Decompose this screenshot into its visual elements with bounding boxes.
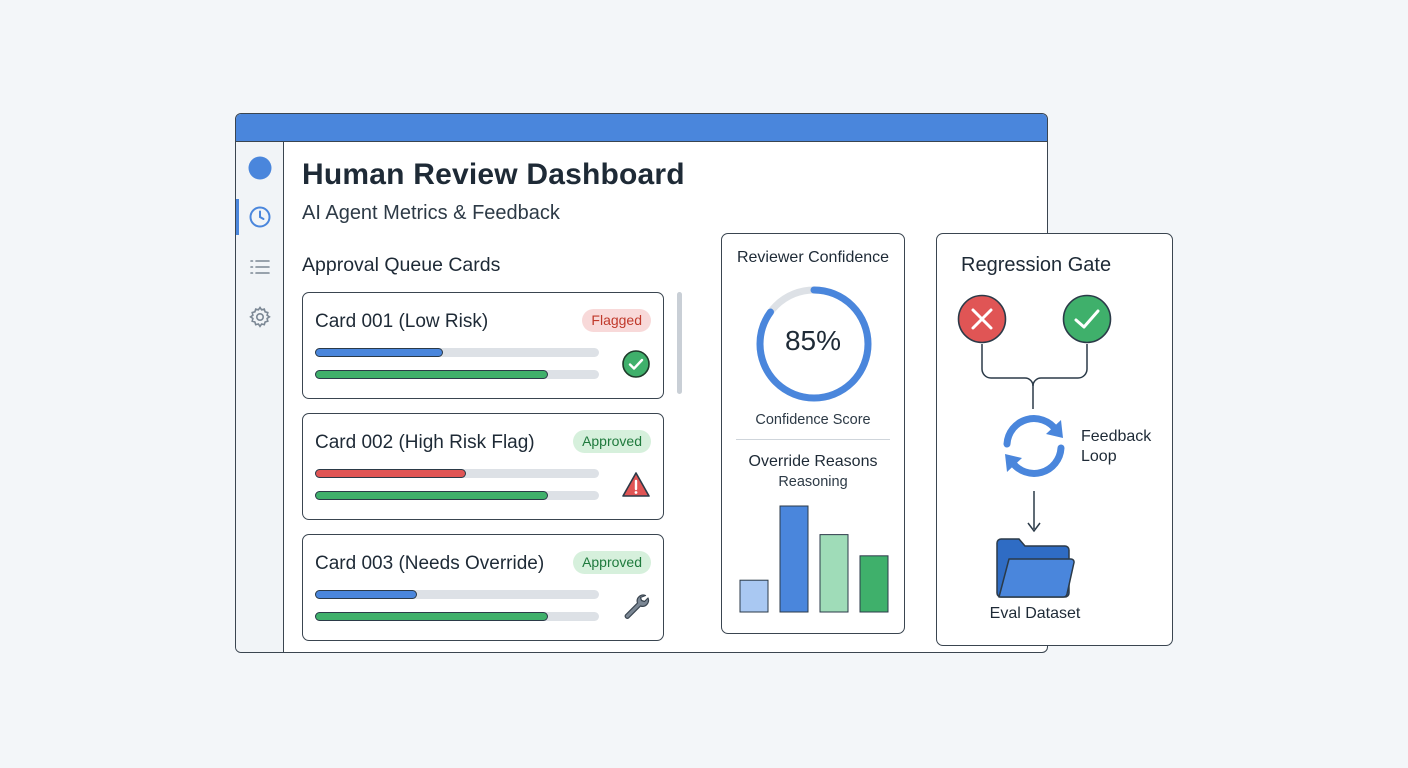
queue-card[interactable]: Card 003 (Needs Override) Approved [302,534,664,641]
eval-dataset-label: Eval Dataset [989,605,1081,622]
sidebar [236,142,284,652]
reviewer-confidence-title: Reviewer Confidence [736,249,890,266]
clock-icon [249,206,271,228]
queue-scrollbar[interactable] [677,292,682,394]
sidebar-item-list[interactable] [248,255,272,279]
progress-track [315,469,599,478]
progress-track [315,590,599,599]
page-title: Human Review Dashboard [302,158,685,191]
confidence-value: 85% [784,325,842,356]
feedback-loop-line2: Loop [1081,448,1117,465]
progress-fill [315,469,466,478]
chart-bar [739,579,769,613]
progress-fill [315,491,548,500]
sidebar-item-history[interactable] [248,205,272,229]
confidence-score-label: Confidence Score [755,412,871,428]
confidence-arc [756,286,872,402]
feedback-loop-label: Feedback Loop [1081,427,1151,467]
card-title: Card 003 (Needs Override) [315,553,545,574]
status-badge: Approved [573,551,651,574]
card-title: Card 001 (Low Risk) [315,311,489,332]
progress-fill [315,348,443,357]
approval-queue-title: Approval Queue Cards [302,254,501,276]
sidebar-active-indicator [236,199,239,235]
card-title: Card 002 (High Risk Flag) [315,432,535,453]
feedback-loop-icon [1003,415,1065,477]
queue-card[interactable]: Card 001 (Low Risk) Flagged [302,292,664,399]
sidebar-item-avatar[interactable] [248,156,272,180]
warning-icon [622,472,650,497]
pass-check-icon [1062,294,1112,344]
progress-track [315,491,599,500]
feedback-loop-line1: Feedback [1081,428,1152,445]
chart-bar [779,505,809,613]
regression-flow-diagram [981,344,1088,533]
avatar-dot-icon [248,156,272,180]
dashboard-window: Human Review Dashboard AI Agent Metrics … [235,113,1048,653]
progress-track [315,348,599,357]
status-badge: Flagged [582,309,651,332]
override-reasons-chart [739,505,889,613]
page-subtitle: AI Agent Metrics & Feedback [302,202,560,224]
wrench-icon [624,594,650,619]
chart-bar [819,534,849,613]
regression-gate-title: Regression Gate [961,254,1112,276]
queue-card[interactable]: Card 002 (High Risk Flag) Approved [302,413,664,520]
progress-track [315,612,599,621]
reviewer-confidence-panel: Reviewer Confidence 85% Confidence Score… [721,233,905,634]
chart-bar [859,555,889,613]
check-circle-icon [622,350,650,378]
regression-gate-panel: Regression Gate Feedback Loop Eval Datas… [936,233,1173,646]
override-reasons-subtitle: Reasoning [778,474,848,490]
override-reasons-title: Override Reasons [748,453,878,470]
confidence-gauge [756,286,872,402]
gear-icon [249,306,271,328]
progress-fill [315,612,548,621]
fail-x-icon [957,294,1007,344]
progress-track [315,370,599,379]
progress-fill [315,370,548,379]
panel-divider [736,439,890,440]
status-badge: Approved [573,430,651,453]
folder-icon [996,538,1075,598]
window-titlebar [236,114,1047,142]
progress-fill [315,590,418,599]
sidebar-item-settings[interactable] [248,305,272,329]
list-icon [250,260,270,274]
